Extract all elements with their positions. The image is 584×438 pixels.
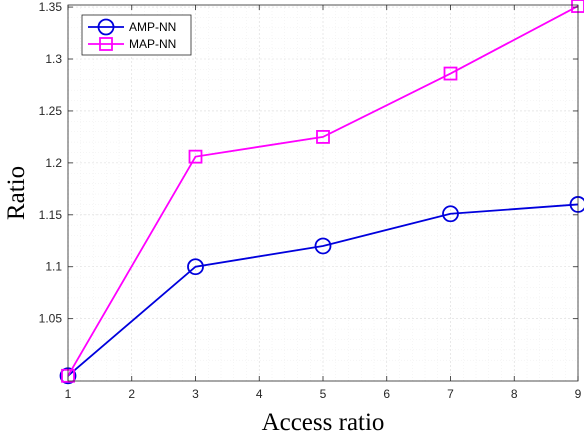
legend-marker-map-nn	[99, 37, 113, 51]
x-tick-label: 2	[128, 387, 135, 401]
y-axis-label: Ratio	[3, 166, 30, 220]
series-line-map-nn	[67, 5, 579, 377]
x-tick-label: 7	[447, 387, 454, 401]
x-tick-label: 9	[575, 387, 582, 401]
legend: AMP-NN MAP-NN	[81, 14, 192, 56]
x-tick-label: 4	[256, 387, 263, 401]
x-tick-label: 5	[320, 387, 327, 401]
tick-layer: 1 2 3 4 5 6 7 8 9 1.05 1.1 1.15 1.2 1.25 1.3 1.35	[39, 0, 582, 401]
y-tick-label: 1.05	[39, 312, 63, 326]
y-tick-label: 1.35	[39, 0, 63, 14]
y-tick-label: 1.3	[45, 52, 62, 66]
y-tick-label: 1.1	[45, 260, 62, 274]
x-tick-label: 6	[383, 387, 390, 401]
x-tick-label: 1	[65, 387, 72, 401]
data-point-amp-nn	[442, 205, 459, 223]
data-point-map-nn	[316, 130, 330, 144]
data-point-map-nn	[188, 149, 203, 164]
y-tick-label: 1.25	[39, 104, 63, 118]
y-tick-label: 1.15	[39, 208, 63, 222]
y-tick-label: 1.2	[45, 156, 62, 170]
legend-marker-amp-nn	[97, 18, 115, 36]
data-point-amp-nn	[187, 258, 204, 276]
data-point-map-nn	[443, 66, 458, 81]
series-line-amp-nn	[67, 203, 579, 377]
legend-label-map-nn: MAP-NN	[129, 37, 176, 51]
x-tick-label: 8	[511, 387, 518, 401]
x-axis-label: Access ratio	[262, 409, 385, 436]
x-tick-label: 3	[192, 387, 199, 401]
legend-label-amp-nn: AMP-NN	[129, 20, 176, 34]
data-point-amp-nn	[314, 237, 332, 255]
